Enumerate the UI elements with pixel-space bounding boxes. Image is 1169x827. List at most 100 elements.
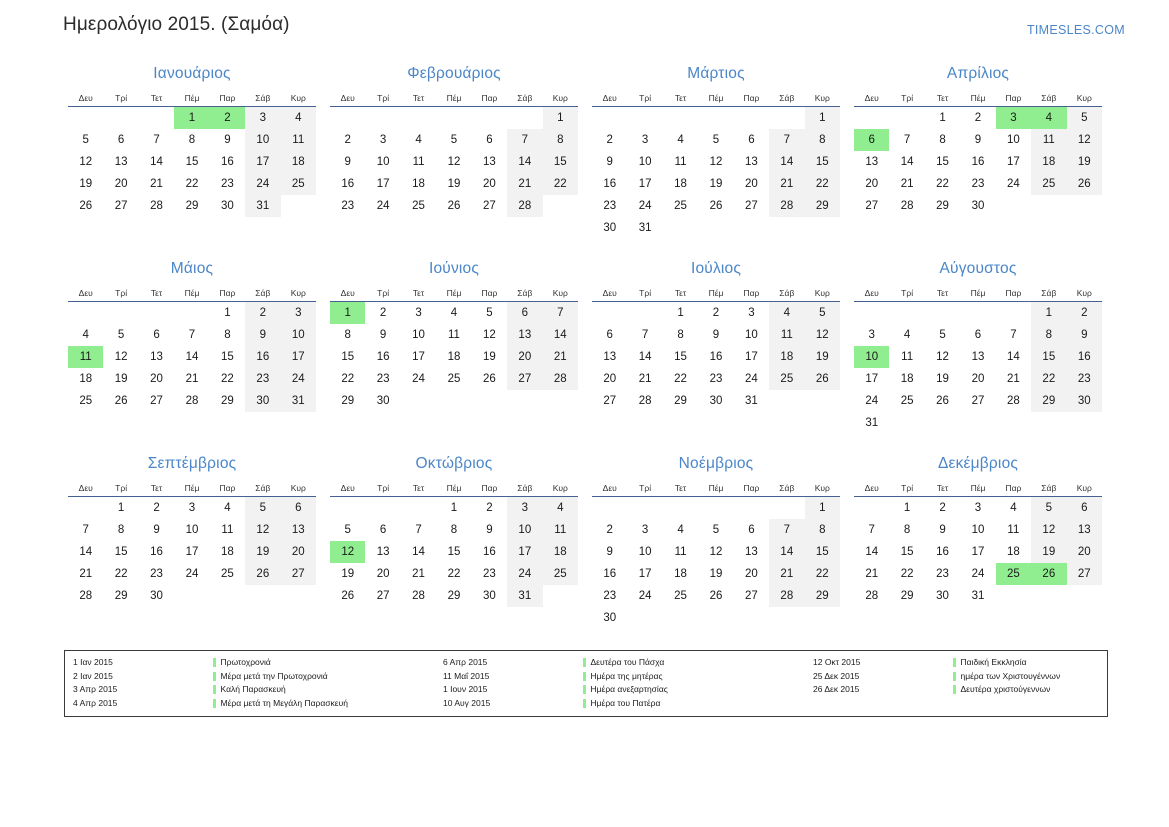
day-cell-weekend[interactable]: 5 — [1031, 496, 1067, 519]
day-cell[interactable]: 16 — [150, 546, 163, 558]
day-cell[interactable]: 19 — [709, 178, 723, 190]
day-cell[interactable]: 3 — [379, 134, 387, 146]
day-cell[interactable]: 19 — [114, 373, 128, 385]
day-cell-holiday[interactable]: 10 — [854, 346, 890, 368]
day-cell-weekend[interactable]: 18 — [542, 541, 578, 563]
day-cell-weekend[interactable]: 19 — [245, 541, 281, 563]
day-cell-weekend[interactable]: 28 — [769, 195, 805, 217]
day-cell-weekend[interactable]: 7 — [769, 129, 805, 151]
day-cell[interactable]: 3 — [868, 329, 875, 341]
day-cell-weekend[interactable]: 29 — [804, 585, 840, 607]
day-cell[interactable]: 20 — [745, 178, 758, 190]
day-cell[interactable]: 3 — [748, 307, 755, 319]
day-cell[interactable]: 23 — [483, 568, 496, 580]
day-cell[interactable]: 2 — [379, 307, 387, 319]
day-cell[interactable]: 15 — [341, 351, 355, 363]
day-cell[interactable]: 12 — [709, 546, 723, 558]
day-cell[interactable]: 17 — [1007, 156, 1020, 168]
day-cell-weekend[interactable]: 20 — [280, 541, 316, 563]
day-cell[interactable]: 2 — [344, 134, 351, 146]
day-cell[interactable]: 1 — [677, 307, 684, 319]
day-cell[interactable]: 21 — [900, 178, 914, 190]
day-cell-weekend[interactable]: 30 — [1066, 390, 1102, 412]
day-cell[interactable]: 21 — [1007, 373, 1020, 385]
day-cell[interactable]: 18 — [674, 568, 687, 580]
day-cell[interactable]: 25 — [447, 373, 461, 385]
day-cell[interactable]: 21 — [185, 373, 199, 385]
day-cell-holiday[interactable]: 25 — [995, 563, 1032, 585]
day-cell[interactable]: 19 — [341, 568, 355, 580]
day-cell[interactable]: 7 — [82, 524, 89, 536]
day-cell-weekend[interactable]: 3 — [245, 106, 281, 129]
day-cell[interactable]: 13 — [603, 351, 617, 363]
day-cell[interactable]: 15 — [185, 156, 199, 168]
day-cell[interactable]: 4 — [1010, 502, 1017, 514]
day-cell[interactable]: 30 — [483, 590, 496, 602]
day-cell-weekend[interactable]: 18 — [280, 151, 316, 173]
day-cell[interactable]: 24 — [865, 395, 879, 407]
day-cell-weekend[interactable]: 28 — [769, 585, 805, 607]
day-cell-weekend[interactable]: 4 — [542, 496, 578, 519]
day-cell[interactable]: 1 — [939, 112, 946, 124]
day-cell-weekend[interactable]: 25 — [542, 563, 578, 585]
day-cell[interactable]: 21 — [865, 568, 879, 580]
day-cell[interactable]: 9 — [344, 156, 351, 168]
day-cell[interactable]: 10 — [638, 156, 652, 168]
day-cell[interactable]: 24 — [638, 590, 652, 602]
day-cell[interactable]: 12 — [483, 329, 496, 341]
day-cell[interactable]: 17 — [185, 546, 199, 558]
day-cell[interactable]: 29 — [114, 590, 128, 602]
day-cell[interactable]: 13 — [745, 546, 758, 558]
day-cell[interactable]: 7 — [641, 329, 649, 341]
day-cell[interactable]: 3 — [641, 134, 649, 146]
day-cell-weekend[interactable]: 13 — [1066, 519, 1102, 541]
day-cell-weekend[interactable]: 6 — [280, 496, 316, 519]
day-cell[interactable]: 10 — [971, 524, 985, 536]
day-cell[interactable]: 28 — [185, 395, 199, 407]
day-cell-weekend[interactable]: 7 — [769, 519, 805, 541]
day-cell-weekend[interactable]: 17 — [245, 151, 281, 173]
day-cell[interactable]: 31 — [971, 590, 985, 602]
day-cell[interactable]: 18 — [1007, 546, 1020, 558]
day-cell-holiday[interactable]: 12 — [330, 541, 366, 563]
day-cell[interactable]: 16 — [971, 156, 985, 168]
day-cell-weekend[interactable]: 17 — [507, 541, 543, 563]
day-cell-weekend[interactable]: 22 — [804, 173, 840, 195]
day-cell[interactable]: 30 — [603, 222, 617, 234]
day-cell[interactable]: 20 — [114, 178, 128, 190]
day-cell[interactable]: 30 — [936, 590, 949, 602]
day-cell[interactable]: 6 — [486, 134, 493, 146]
day-cell[interactable]: 17 — [745, 351, 758, 363]
day-cell[interactable]: 22 — [221, 373, 234, 385]
day-cell-weekend[interactable]: 18 — [769, 346, 805, 368]
day-cell-weekend[interactable]: 10 — [280, 324, 316, 346]
day-cell[interactable]: 27 — [483, 200, 496, 212]
day-cell[interactable]: 5 — [486, 307, 493, 319]
day-cell-weekend[interactable]: 21 — [769, 563, 805, 585]
day-cell[interactable]: 3 — [415, 307, 422, 319]
day-cell-weekend[interactable]: 19 — [1031, 541, 1067, 563]
day-cell[interactable]: 25 — [221, 568, 234, 580]
day-cell[interactable]: 11 — [412, 156, 425, 168]
day-cell[interactable]: 27 — [150, 395, 163, 407]
day-cell[interactable]: 9 — [606, 546, 613, 558]
day-cell-weekend[interactable]: 14 — [542, 324, 578, 346]
day-cell[interactable]: 13 — [483, 156, 496, 168]
day-cell[interactable]: 11 — [901, 351, 914, 363]
day-cell[interactable]: 30 — [603, 612, 617, 624]
day-cell[interactable]: 31 — [745, 395, 758, 407]
day-cell[interactable]: 20 — [376, 568, 390, 580]
day-cell-weekend[interactable]: 11 — [769, 324, 805, 346]
day-cell-weekend[interactable]: 8 — [1031, 324, 1067, 346]
day-cell-weekend[interactable]: 28 — [542, 368, 578, 390]
day-cell[interactable]: 26 — [483, 373, 496, 385]
day-cell[interactable]: 8 — [117, 524, 125, 536]
day-cell[interactable]: 21 — [638, 373, 652, 385]
day-cell[interactable]: 5 — [117, 329, 125, 341]
day-cell[interactable]: 10 — [1007, 134, 1020, 146]
day-cell-weekend[interactable]: 22 — [542, 173, 578, 195]
day-cell-weekend[interactable]: 14 — [769, 151, 805, 173]
day-cell[interactable]: 22 — [936, 178, 949, 190]
day-cell-weekend[interactable]: 8 — [804, 129, 840, 151]
day-cell[interactable]: 24 — [745, 373, 758, 385]
